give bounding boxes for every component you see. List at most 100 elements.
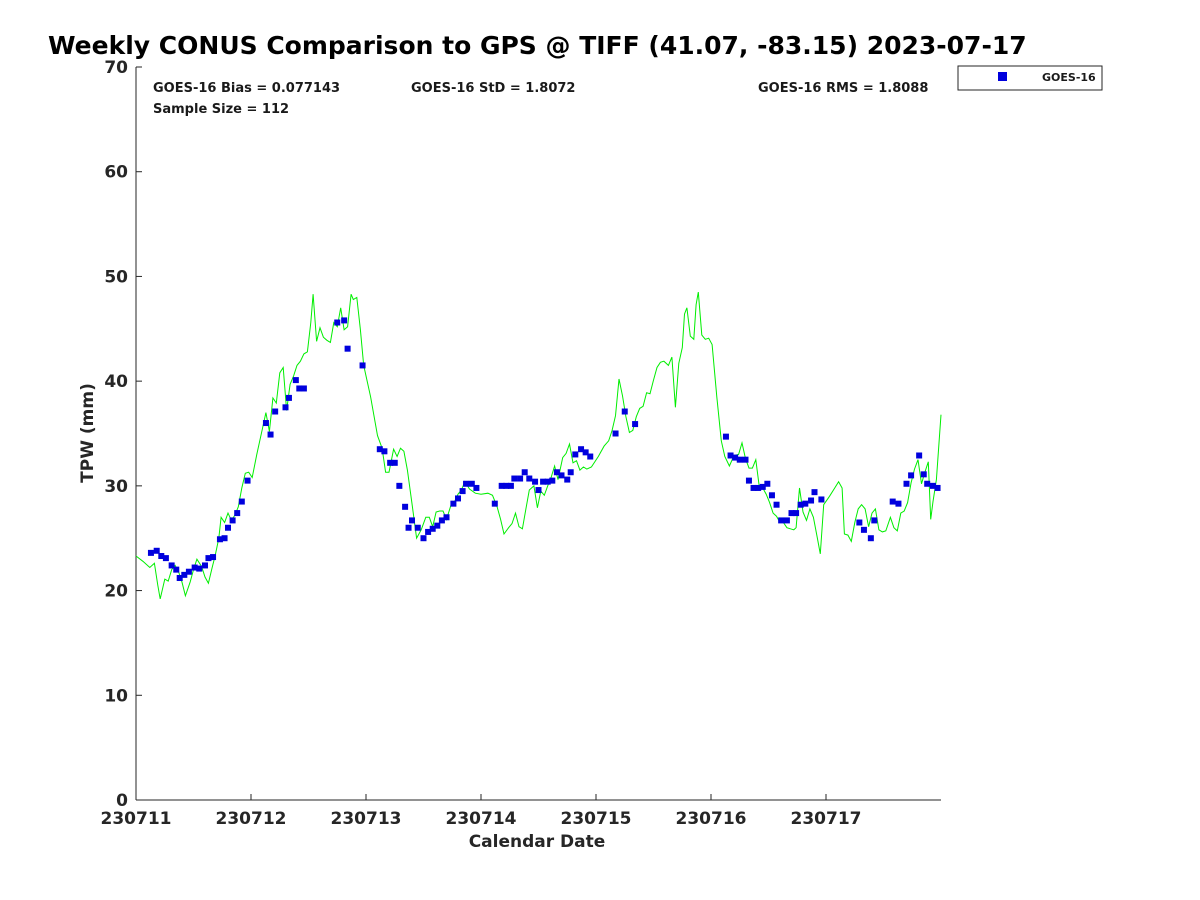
goes16-point	[871, 517, 878, 524]
y-tick-label: 50	[104, 267, 128, 287]
goes16-point	[468, 480, 475, 487]
goes16-point	[742, 456, 749, 463]
x-ticks: 230711 230712 230713 230714 230715 230716 2307…	[101, 794, 861, 829]
gps-line	[135, 292, 942, 600]
goes16-point	[162, 555, 169, 562]
goes16-point	[376, 446, 383, 453]
goes16-point	[285, 394, 292, 401]
goes16-point	[438, 517, 445, 524]
goes16-point	[793, 510, 800, 517]
goes16-point	[405, 524, 412, 531]
goes16-point	[544, 478, 551, 485]
goes16-point	[903, 480, 910, 487]
goes16-point	[381, 448, 388, 455]
bias-stat: GOES-16 Bias = 0.077143	[153, 81, 340, 96]
goes16-point	[521, 469, 528, 476]
goes16-point	[802, 500, 809, 507]
sample-size-stat: Sample Size = 112	[153, 102, 289, 117]
goes16-point	[564, 476, 571, 483]
goes16-point	[535, 487, 542, 494]
y-tick-label: 30	[104, 477, 128, 497]
goes16-point	[238, 498, 245, 505]
goes16-point	[860, 526, 867, 533]
goes16-point	[811, 489, 818, 496]
rms-stat: GOES-16 RMS = 1.8088	[758, 81, 928, 96]
goes16-point	[359, 362, 366, 369]
legend: GOES-16	[957, 65, 1103, 91]
goes16-point	[147, 549, 154, 556]
goes16-point	[764, 480, 771, 487]
goes16-point	[517, 475, 524, 482]
goes16-point	[282, 404, 289, 411]
goes16-point	[225, 524, 231, 531]
goes16-point	[191, 564, 198, 571]
goes16-point	[732, 454, 739, 461]
goes16-point	[296, 385, 303, 392]
goes16-point	[818, 496, 825, 503]
goes16-point	[420, 535, 427, 542]
goes16-point	[867, 535, 874, 542]
goes16-point	[300, 385, 307, 392]
goes16-point	[916, 452, 923, 459]
x-tick-label: 230714	[446, 809, 517, 829]
x-tick-label: 230713	[331, 809, 402, 829]
x-tick-label: 230711	[101, 809, 172, 829]
plot-axes	[135, 67, 941, 801]
goes16-point	[429, 525, 436, 532]
goes16-point	[414, 524, 421, 531]
goes16-point	[908, 472, 915, 479]
x-axis-label: Calendar Date	[469, 832, 606, 852]
goes16-point	[344, 345, 351, 352]
goes16-point	[736, 456, 743, 463]
goes16-point	[889, 498, 896, 505]
goes16-point	[473, 484, 480, 491]
goes16-point	[572, 451, 579, 458]
goes16-point	[181, 571, 188, 578]
goes16-point	[553, 469, 560, 476]
y-tick-label: 10	[104, 686, 128, 706]
goes16-point	[773, 501, 780, 508]
gps-series	[135, 292, 942, 600]
goes16-point	[567, 469, 574, 476]
goes16-point	[168, 562, 175, 569]
goes16-point	[267, 431, 274, 438]
goes16-point	[185, 568, 192, 575]
goes16-point	[540, 478, 547, 485]
goes16-point	[511, 475, 518, 482]
goes16-point	[221, 535, 228, 542]
goes16-point	[425, 528, 432, 535]
goes16-point	[722, 433, 729, 440]
goes16-point	[895, 500, 902, 507]
goes16-point	[158, 553, 165, 560]
y-tick-label: 0	[116, 791, 128, 811]
goes16-point	[507, 482, 514, 489]
goes16-point	[202, 562, 208, 569]
goes16-point	[924, 480, 931, 487]
legend-marker-square	[998, 72, 1007, 81]
goes16-point	[632, 421, 639, 428]
goes16-point	[797, 501, 804, 508]
goes16-point	[244, 477, 251, 484]
goes16-point	[387, 459, 394, 466]
legend-box	[957, 65, 1103, 91]
goes16-point	[558, 472, 565, 479]
x-tick-label: 230716	[676, 809, 747, 829]
y-tick-label: 20	[104, 582, 128, 602]
legend-entry-goes16: GOES-16	[1042, 71, 1096, 84]
goes16-point	[234, 510, 241, 517]
goes16-point	[612, 430, 619, 437]
goes16-point	[443, 514, 450, 521]
goes16-point	[292, 377, 299, 384]
goes16-point	[856, 519, 863, 526]
goes16-point	[934, 484, 941, 491]
goes16-point	[778, 517, 785, 524]
goes16-point	[391, 459, 398, 466]
goes16-point	[153, 547, 160, 554]
goes16-point	[196, 565, 203, 572]
goes16-point	[755, 484, 762, 491]
y-ticks: 0 10 20 30 40 50 60 70	[104, 58, 142, 811]
goes16-point	[549, 477, 556, 484]
goes16-point	[727, 452, 734, 459]
goes16-point	[459, 488, 466, 495]
